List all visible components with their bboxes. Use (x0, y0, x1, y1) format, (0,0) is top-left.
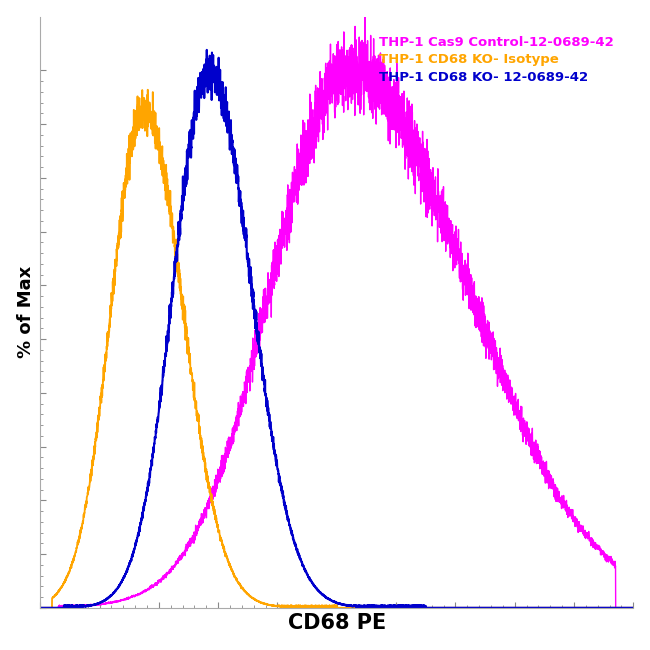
Y-axis label: % of Max: % of Max (17, 266, 34, 358)
X-axis label: CD68 PE: CD68 PE (288, 614, 386, 633)
Legend: THP-1 Cas9 Control-12-0689-42, THP-1 CD68 KO- Isotype, THP-1 CD68 KO- 12-0689-42: THP-1 Cas9 Control-12-0689-42, THP-1 CD6… (373, 29, 621, 90)
